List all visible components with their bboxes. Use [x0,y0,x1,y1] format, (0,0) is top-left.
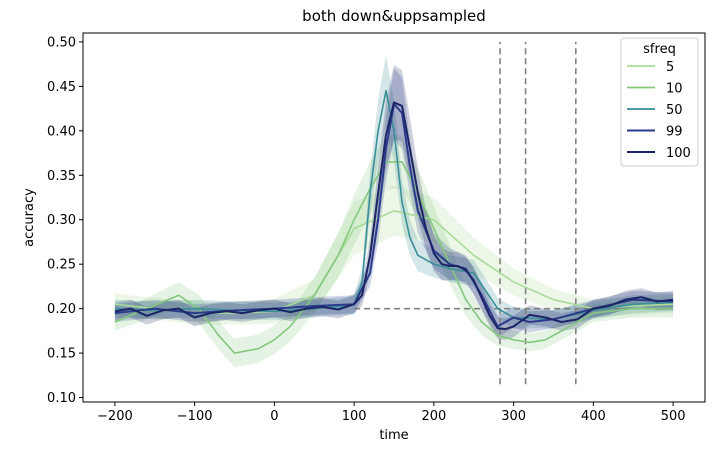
y-tick-label: 0.45 [47,80,76,95]
x-tick-label: 500 [661,409,686,424]
confidence-band-10 [114,135,674,368]
y-axis: 0.10 0.15 0.20 0.25 0.30 0.35 0.40 0.45 0.50 [47,35,83,406]
y-tick-label: 0.25 [47,258,76,273]
legend-label-99: 99 [666,125,683,140]
series-line-100 [114,101,674,331]
y-axis-label: accuracy [22,188,37,247]
x-tick-label: 400 [581,409,606,424]
legend-box [620,37,699,167]
legend-items: 5 10 50 99 100 [627,60,691,161]
legend-label-100: 100 [666,146,691,161]
x-tick-label: 0 [270,409,278,424]
y-tick-label: 0.20 [47,302,76,317]
y-tick-label: 0.30 [47,213,76,228]
plot-frame [82,32,706,403]
y-tick-label: 0.15 [47,347,76,362]
x-tick-label: 300 [501,409,526,424]
confidence-band-50 [114,55,674,329]
x-axis: −200 −100 0 100 200 300 400 500 [97,402,686,424]
legend: sfreq 5 10 50 99 100 [620,37,699,167]
series-line-10 [114,161,674,354]
y-tick-label: 0.50 [47,35,76,50]
legend-label-5: 5 [666,60,674,75]
y-tick-label: 0.10 [47,391,76,406]
legend-title: sfreq [643,42,676,57]
confidence-band-100 [114,65,674,340]
confidence-band-5 [114,185,674,325]
legend-label-10: 10 [666,82,683,97]
legend-label-50: 50 [666,103,683,118]
reference-lines [354,41,674,385]
x-tick-label: −200 [97,409,133,424]
x-tick-label: −100 [177,409,213,424]
chart-title: both down&uppsampled [302,7,486,25]
y-tick-label: 0.35 [47,169,76,184]
series-lines [114,90,674,354]
x-tick-label: 100 [342,409,367,424]
x-axis-label: time [379,428,408,443]
x-tick-label: 200 [421,409,446,424]
y-tick-label: 0.40 [47,124,76,139]
